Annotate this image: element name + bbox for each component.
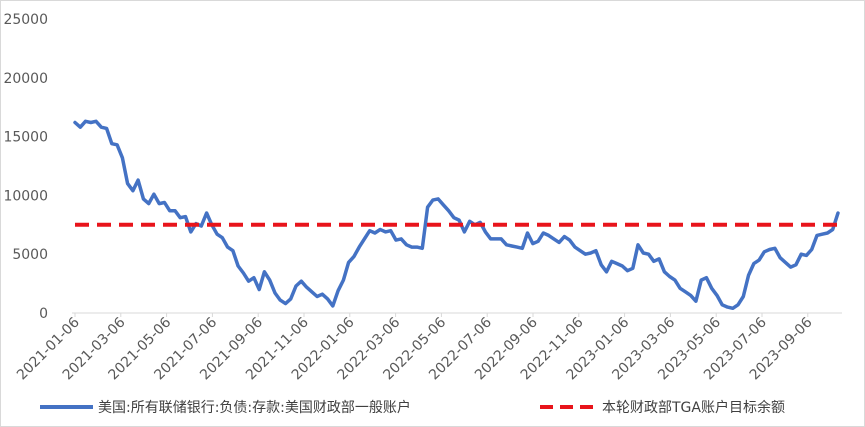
series-line-account-balance: [73, 119, 840, 311]
y-tick-label: 25000: [3, 12, 48, 28]
y-tick-label: 10000: [3, 188, 48, 204]
legend-label-account-balance: 美国:所有联储银行:负债:存款:美国财政部一般账户: [98, 399, 411, 416]
y-tick-label: 0: [39, 306, 48, 322]
legend-label-target-balance: 本轮财政部TGA账户目标余额: [602, 399, 785, 416]
series-layer: [73, 119, 840, 311]
y-axis-ticks: 0 5000 10000 15000 20000 25000: [3, 12, 48, 322]
y-tick-label: 15000: [3, 130, 48, 146]
y-tick-label: 5000: [12, 247, 48, 263]
y-tick-label: 20000: [3, 71, 48, 87]
x-axis-ticks: 2021-01-062021-03-062021-05-062021-07-06…: [14, 313, 816, 383]
legend: 美国:所有联储银行:负债:存款:美国财政部一般账户 本轮财政部TGA账户目标余额: [40, 399, 785, 416]
